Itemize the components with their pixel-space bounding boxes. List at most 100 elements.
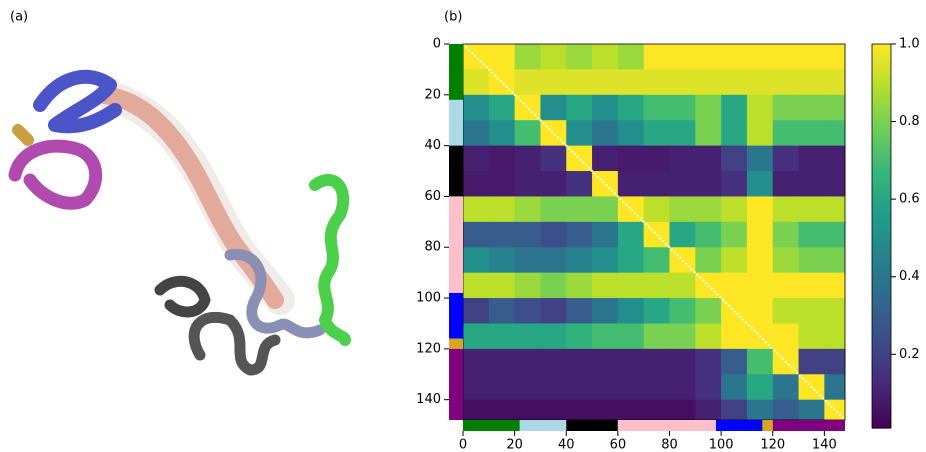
heatmap-cell [772,221,800,248]
heatmap-cell [669,374,696,401]
segment-bar-bottom [617,420,716,431]
colorbar-segment [872,288,891,293]
panel-label: (a) [10,10,28,25]
y-tick-label: 40 [424,138,441,153]
heatmap-cell [695,247,722,274]
heatmap-cell [643,298,670,324]
colorbar-segment [872,372,891,377]
heatmap-cell [514,399,541,421]
heatmap-cell [617,221,645,248]
colorbar-segment [872,352,891,357]
heatmap-cell [643,247,670,274]
colorbar-segment [872,392,891,397]
y-tick-label: 80 [424,240,441,255]
heatmap-cell [488,298,516,324]
y-tick-label: 60 [424,189,441,204]
heatmap-cell [643,120,670,147]
segment-bar-bottom [463,420,520,431]
colorbar-segment [872,384,891,389]
colorbar-segment [872,368,891,373]
colorbar-segment [872,424,891,429]
colorbar-segment [872,420,891,425]
heatmap-cell [463,94,490,121]
colorbar-segment [872,164,891,169]
heatmap-cell [721,221,748,248]
heatmap-cell [566,44,593,70]
heatmap-cell [746,298,774,324]
heatmap-cell [540,145,567,172]
colorbar-segment [872,124,891,129]
colorbar-segment [872,236,891,241]
colorbar-segment [872,248,891,253]
heatmap-cell [721,94,748,121]
heatmap-cell [514,120,541,147]
y-tick-label: 0 [433,37,441,52]
segment-bar-bottom [566,420,618,431]
heatmap-cell [566,221,593,248]
heatmap-cell [824,272,846,299]
colorbar-segment [872,416,891,421]
colorbar-segment [872,156,891,161]
colorbar-segment [872,152,891,157]
colorbar-segment [872,108,891,113]
heatmap-cell [721,145,748,172]
heatmap-cell [617,323,645,350]
heatmap-cell [695,348,722,375]
colorbar-segment [872,360,891,365]
colorbar-segment [872,252,891,257]
colorbar-segment [872,316,891,321]
heatmap-cell [721,171,748,197]
heatmap-cell [824,145,846,172]
heatmap-cell [592,323,619,350]
heatmap-cell [824,171,846,197]
colorbar-segment [872,204,891,209]
colorbar-segment [872,284,891,289]
colorbar-segment [872,52,891,57]
heatmap-cell [798,196,825,223]
heatmap-cell [824,94,846,121]
heatmap-cell [695,221,722,248]
heatmap-cell [617,44,645,70]
heatmap-cell [695,44,722,70]
heatmap-cell [772,298,800,324]
heatmap-cell [669,221,696,248]
segment-bar-left [449,338,463,349]
heatmap-cell [592,374,619,401]
x-tick-label: 40 [558,438,575,452]
colorbar-segment [872,136,891,141]
colorbar-segment [872,128,891,133]
heatmap-cell [566,323,593,350]
colorbar-segment [872,188,891,193]
colorbar-segment [872,244,891,249]
heatmap-cell [669,171,696,197]
heatmap-cell [643,44,670,70]
heatmap-cell [566,145,593,172]
heatmap-cell [488,272,516,299]
heatmap-cell [798,323,825,350]
heatmap-cell [514,69,541,96]
heatmap-cell [669,145,696,172]
heatmap-cell [643,272,670,299]
heatmap-cell [540,247,567,274]
heatmap-cell [463,145,490,172]
heatmap-cell [488,247,516,274]
colorbar-segment [872,260,891,265]
y-tick-label: 140 [416,392,441,407]
heatmap-cell [772,44,800,70]
heatmap-cell [463,323,490,350]
heatmap-cell [592,247,619,274]
heatmap-cell [592,145,619,172]
heatmap-cell [463,221,490,248]
colorbar-segment [872,340,891,345]
heatmap-cell [669,323,696,350]
heatmap-cell [669,120,696,147]
heatmap-cell [643,374,670,401]
y-tick-label: 120 [416,341,441,356]
heatmap-cell [824,44,846,70]
heatmap-cell [643,196,670,223]
heatmap-cell [566,399,593,421]
heatmap-cell [463,247,490,274]
heatmap-cell [617,145,645,172]
segment-bar-bottom [715,420,763,431]
